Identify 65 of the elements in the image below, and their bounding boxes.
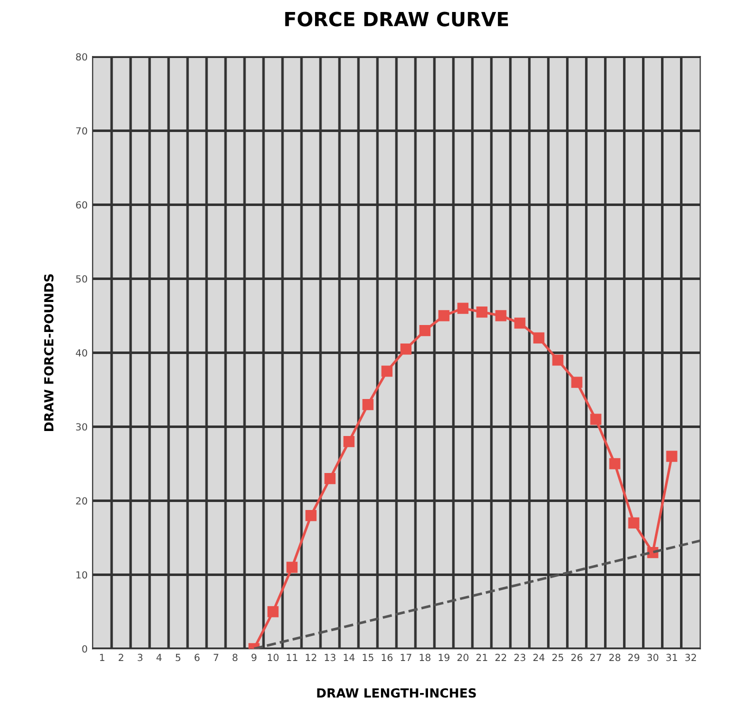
x-tick-label: 1: [100, 654, 104, 661]
x-tick-label: 9: [252, 654, 256, 662]
point: [590, 414, 602, 425]
point: [305, 510, 317, 522]
point: [628, 517, 640, 528]
x-tick-label: 19: [438, 654, 450, 662]
x-tick-label: 8: [232, 654, 238, 662]
x-tick-label: 4: [156, 654, 162, 661]
point: [419, 324, 430, 336]
x-tick-label: 32: [685, 654, 696, 662]
y-tick-label: 10: [76, 571, 88, 579]
x-tick-label: 29: [628, 654, 640, 662]
y-axis-title: DRAW FORCE-POUNDS: [44, 274, 54, 431]
y-tick-label: 20: [76, 497, 88, 505]
x-tick-label: 7: [214, 654, 218, 661]
x-tick-label: 3: [138, 654, 142, 662]
x-tick-label: 12: [306, 654, 316, 661]
point: [666, 450, 678, 462]
x-tick-label: 13: [324, 654, 336, 662]
x-tick-label: 23: [514, 654, 526, 662]
point: [476, 306, 488, 318]
point: [267, 606, 279, 618]
x-tick-label: 2: [118, 654, 124, 661]
x-tick-label: 25: [552, 654, 564, 662]
x-tick-label: 11: [286, 654, 298, 661]
x-tick-label: 15: [362, 654, 374, 662]
point: [495, 310, 506, 322]
point: [343, 436, 355, 448]
x-tick-label: 10: [268, 654, 279, 662]
y-tick-label: 40: [76, 349, 88, 357]
y-tick-label: 0: [82, 645, 88, 653]
y-tick-label: 30: [76, 423, 88, 431]
y-tick-label: 70: [76, 127, 88, 135]
x-tick-label: 18: [420, 654, 430, 662]
point: [533, 332, 544, 344]
x-tick-label: 5: [176, 654, 180, 662]
x-tick-label: 22: [495, 654, 506, 661]
x-tick-label: 14: [344, 654, 355, 661]
x-tick-label: 21: [476, 654, 488, 661]
x-tick-label: 24: [533, 654, 544, 661]
point: [571, 376, 582, 388]
x-tick-label: 30: [647, 654, 658, 662]
point: [609, 458, 620, 470]
y-tick-label: 60: [76, 201, 88, 209]
x-axis-title: DRAW LENGTH-INCHES: [317, 688, 476, 698]
point: [400, 343, 412, 355]
y-tick-label: 80: [76, 53, 88, 61]
y-tick-label: 50: [76, 275, 88, 283]
point: [457, 302, 468, 314]
point: [552, 354, 564, 366]
x-tick-label: 31: [666, 654, 678, 662]
point: [286, 562, 298, 573]
x-tick-label: 28: [609, 654, 620, 662]
x-tick-label: 17: [400, 654, 412, 661]
x-tick-label: 26: [571, 654, 582, 662]
x-tick-label: 27: [590, 654, 602, 661]
x-tick-label: 16: [382, 654, 393, 662]
point: [381, 366, 392, 377]
point: [514, 318, 526, 329]
chart-title: FORCE DRAW CURVE: [285, 12, 508, 26]
point: [324, 472, 336, 484]
x-tick-label: 20: [457, 654, 468, 662]
point: [362, 398, 374, 410]
point: [438, 310, 450, 322]
x-tick-label: 6: [194, 654, 200, 662]
